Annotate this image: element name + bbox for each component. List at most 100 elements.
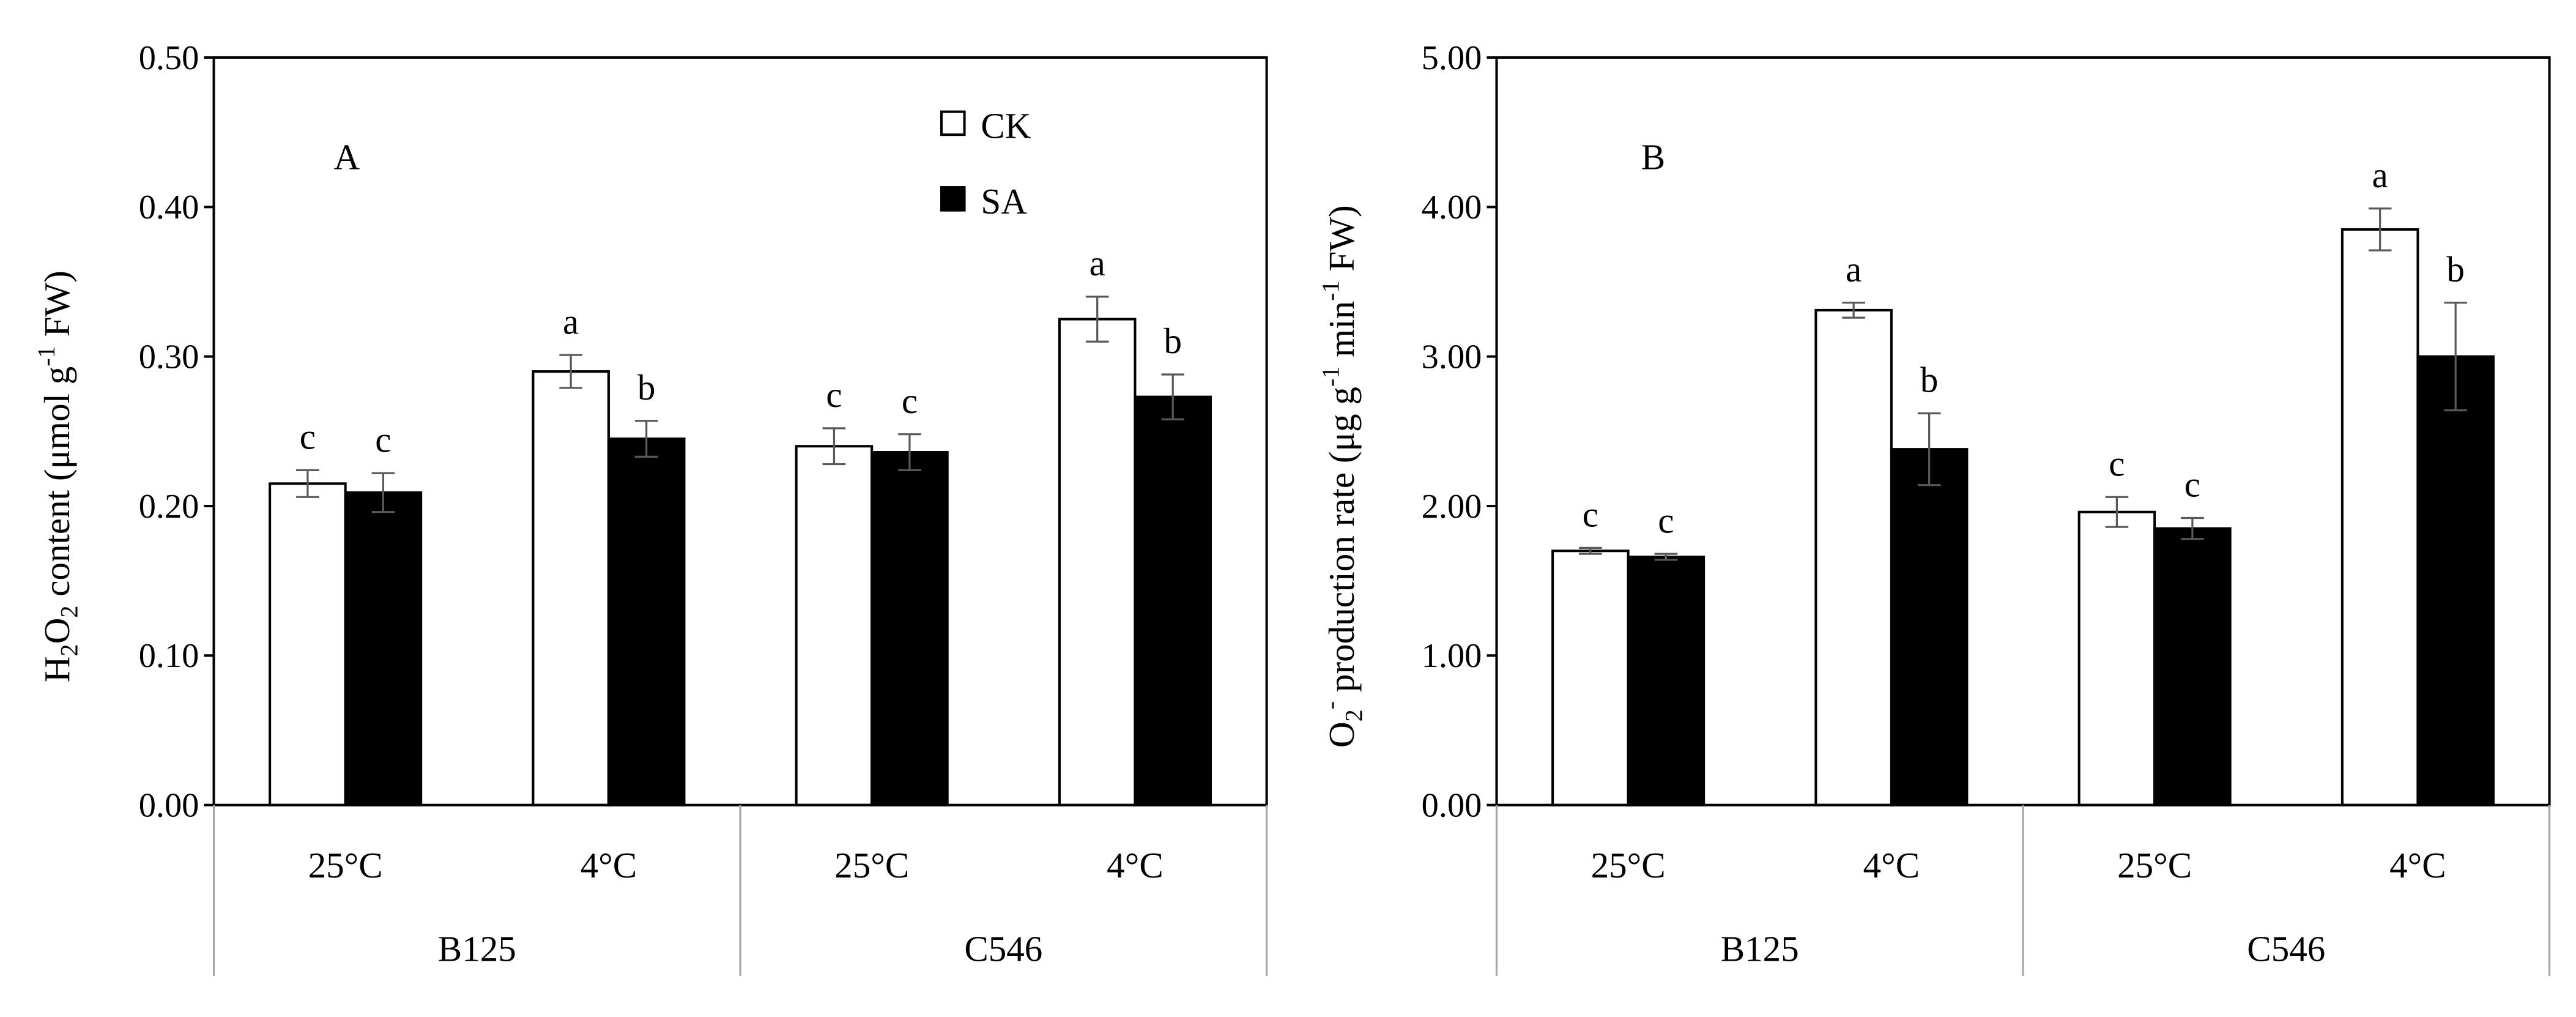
y-tick-label: 0.40 xyxy=(139,188,199,226)
error-bar-ck xyxy=(2368,207,2392,251)
y-axis-label-part: FW) xyxy=(1321,205,1362,280)
y-axis-label: H2O2 content (μmol g-1 FW) xyxy=(32,270,83,682)
y-tick-label: 4.00 xyxy=(1422,188,1482,226)
significance-letter: c xyxy=(300,416,316,456)
error-bar-sa xyxy=(898,433,921,471)
x-category-label: 4°C xyxy=(581,845,637,885)
y-axis-label-part: 2 xyxy=(56,644,83,656)
y-tick-label: 0.50 xyxy=(139,39,199,77)
bar-sa xyxy=(2416,355,2495,807)
significance-letter: a xyxy=(2372,155,2388,195)
panel-a-chart: A CK SA H2O2 content (μmol g-1 FW)0.000.… xyxy=(32,39,1268,976)
x-category-label: 4°C xyxy=(1863,845,1920,885)
bar-sa xyxy=(870,450,949,807)
y-tick-label: 0.00 xyxy=(1422,786,1482,824)
significance-letter: b xyxy=(1920,360,1939,400)
error-bar-sa xyxy=(2181,516,2204,540)
error-bar-sa xyxy=(1917,412,1941,486)
x-category-label: 25°C xyxy=(834,845,909,885)
error-bar-ck xyxy=(296,469,319,498)
significance-letter: c xyxy=(826,374,842,415)
x-group-label: B125 xyxy=(1721,929,1799,969)
error-bar-ck xyxy=(1842,302,1865,319)
significance-letter: c xyxy=(902,381,918,421)
significance-letter: a xyxy=(1846,249,1861,289)
y-axis-label-part: content (μmol g xyxy=(37,367,77,606)
error-bar-ck xyxy=(822,427,846,466)
legend-swatch-ck xyxy=(940,110,966,136)
bar-ck xyxy=(2077,510,2156,807)
error-bar-sa xyxy=(1654,553,1678,561)
significance-letter: c xyxy=(375,419,391,460)
y-tick-label: 0.10 xyxy=(139,637,199,675)
bar-ck xyxy=(1814,308,1893,807)
bar-sa xyxy=(1890,448,1969,807)
significance-letter: c xyxy=(1583,494,1598,534)
x-category-label: 25°C xyxy=(1591,845,1666,885)
significance-letter: b xyxy=(637,367,656,408)
error-bar-ck xyxy=(2105,496,2129,528)
x-group-label: C546 xyxy=(964,929,1042,969)
bar-sa xyxy=(607,438,686,807)
y-axis-label-part: 2 xyxy=(56,606,83,618)
error-bar-sa xyxy=(371,472,395,513)
significance-letter: a xyxy=(563,301,579,341)
y-axis-label-part: H xyxy=(37,656,77,682)
error-bar-ck xyxy=(1579,546,1602,555)
significance-letter: c xyxy=(1658,500,1674,540)
y-axis-label: O2- production rate (μg g-1 min-1 FW) xyxy=(1317,205,1368,748)
y-tick-label: 2.00 xyxy=(1422,488,1482,526)
legend-label-sa: SA xyxy=(981,181,1027,222)
significance-letter: a xyxy=(1089,243,1105,283)
bar-ck xyxy=(532,370,610,807)
bar-sa xyxy=(344,491,423,807)
significance-letter: b xyxy=(1164,321,1182,361)
bar-sa xyxy=(2153,527,2232,807)
y-tick-label: 5.00 xyxy=(1422,39,1482,77)
significance-letter: b xyxy=(2446,249,2465,289)
x-category-label: 25°C xyxy=(2117,845,2192,885)
y-axis-label-part: 2 xyxy=(1340,709,1367,721)
y-axis-label-part: O xyxy=(37,618,77,644)
x-category-label: 4°C xyxy=(1107,845,1164,885)
y-axis-label-part: -1 xyxy=(1317,366,1345,387)
y-axis-label-part: production rate (μg g xyxy=(1321,387,1362,701)
y-tick-label: 3.00 xyxy=(1422,338,1482,376)
y-axis-label-part: FW) xyxy=(37,270,77,346)
bar-sa xyxy=(1627,556,1706,807)
x-category-label: 4°C xyxy=(2389,845,2446,885)
legend-swatch-sa xyxy=(940,186,966,212)
y-axis-label-part: O xyxy=(1321,721,1362,748)
panel-b-chart: B O2- production rate (μg g-1 min-1 FW)0… xyxy=(1317,39,2551,976)
error-bar-sa xyxy=(2444,302,2467,412)
y-axis-label-part: min xyxy=(1321,301,1362,367)
significance-letter: c xyxy=(2109,443,2125,483)
error-bar-ck xyxy=(559,354,582,389)
y-tick-label: 0.00 xyxy=(139,786,199,824)
x-category-label: 25°C xyxy=(308,845,383,885)
legend: CK SA xyxy=(940,106,1031,222)
x-group-label: C546 xyxy=(2247,929,2325,969)
x-group-label: B125 xyxy=(438,929,516,969)
panel-b-letter: B xyxy=(1641,137,1665,177)
bar-ck xyxy=(269,482,347,807)
y-tick-label: 1.00 xyxy=(1422,637,1482,675)
y-axis-label-part: - xyxy=(1317,701,1345,709)
bar-ck xyxy=(2340,228,2419,807)
legend-label-ck: CK xyxy=(981,106,1031,146)
y-axis-label-part: -1 xyxy=(32,346,60,367)
y-axis-label-part: -1 xyxy=(1317,280,1345,301)
bar-ck xyxy=(1058,318,1137,807)
bar-ck xyxy=(1551,549,1630,807)
bar-ck xyxy=(795,445,874,807)
y-tick-label: 0.30 xyxy=(139,338,199,376)
bar-sa xyxy=(1134,395,1212,807)
error-bar-sa xyxy=(1161,373,1185,420)
panel-a-letter: A xyxy=(334,137,360,177)
error-bar-sa xyxy=(634,420,658,458)
error-bar-ck xyxy=(1085,296,1109,343)
y-tick-label: 0.20 xyxy=(139,488,199,526)
significance-letter: c xyxy=(2184,464,2200,505)
